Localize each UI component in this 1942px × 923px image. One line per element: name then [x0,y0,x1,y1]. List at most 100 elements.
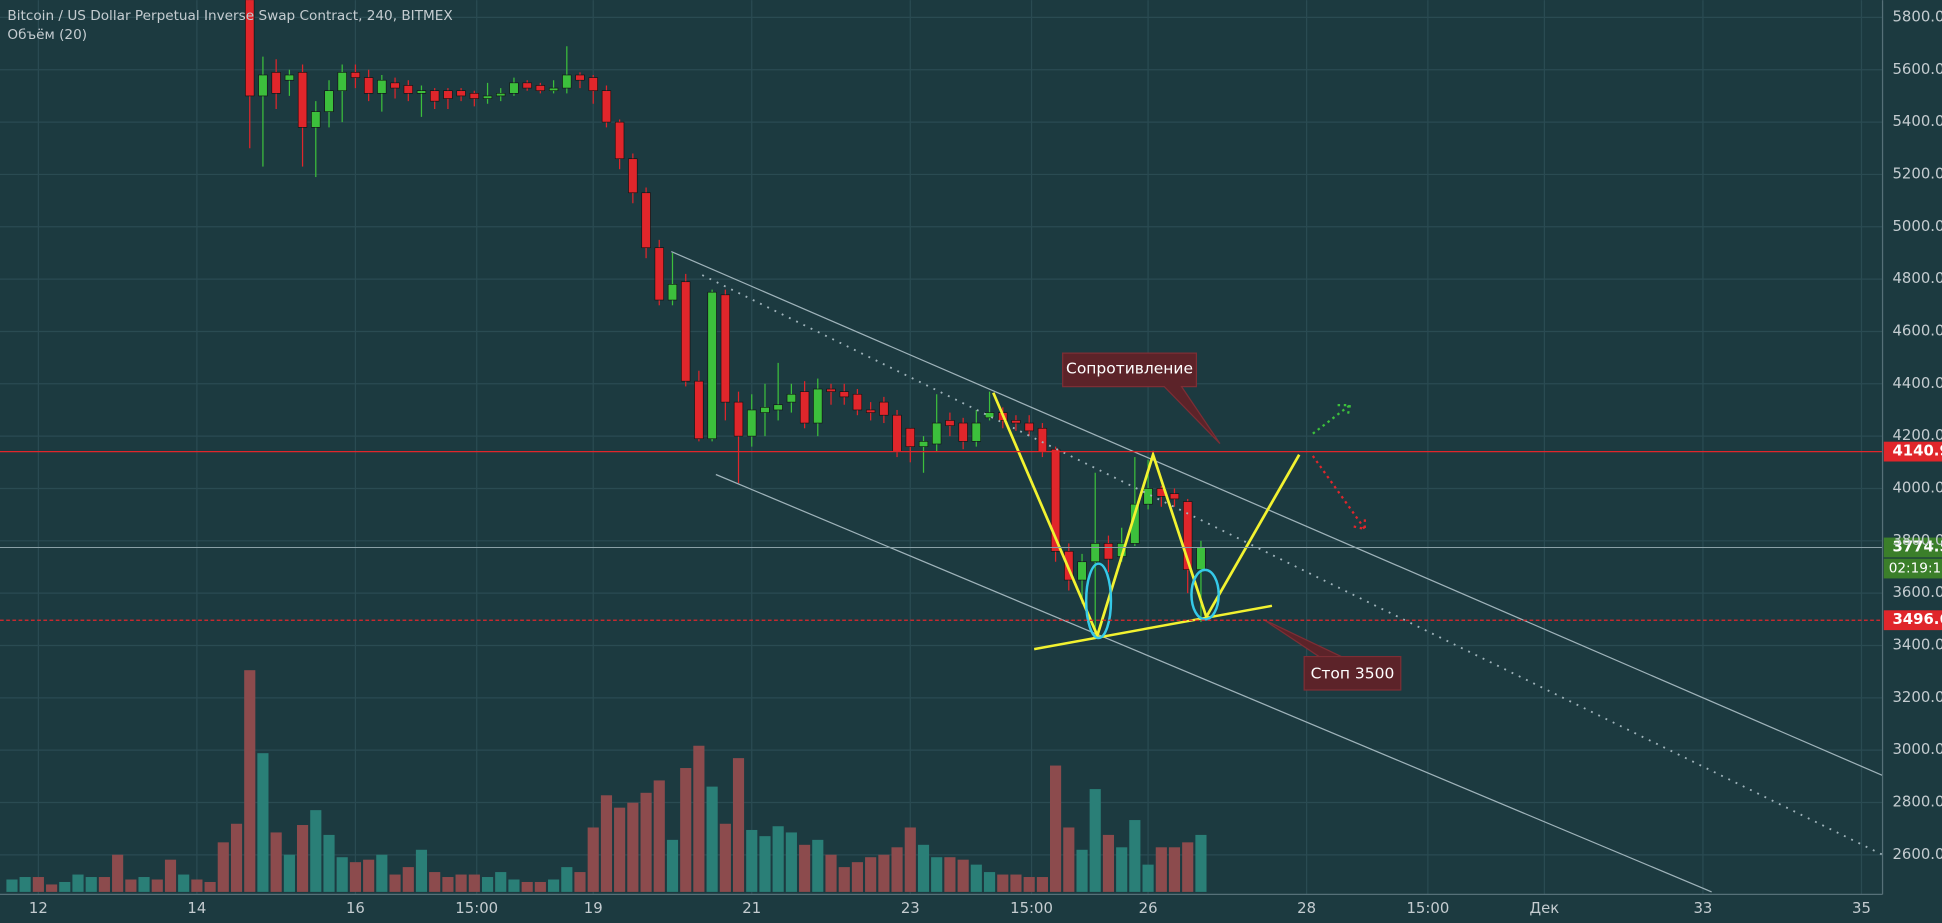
x-tick-label: 14 [187,899,206,917]
volume-bar [6,879,18,892]
candle-body [284,74,295,81]
volume-bar [1142,864,1154,892]
price-label: 4140.9 [1892,442,1942,460]
volume-bar [98,877,110,892]
volume-bar [1010,874,1022,892]
candle-body [984,412,995,419]
candle-body [430,90,440,102]
candle-body [720,294,731,403]
volume-bar [534,881,546,892]
candle-body [575,74,585,81]
candle-body [297,72,308,128]
candle-body [852,393,863,411]
x-tick-label: 21 [742,899,761,917]
volume-bar [931,857,943,892]
y-tick-label: 5200.0 [1892,164,1942,182]
volume-bar [112,854,124,892]
volume-bar [719,823,731,892]
volume-bar [495,872,507,892]
volume-bar [838,867,850,892]
volume-bar [32,877,44,892]
volume-bar [125,879,137,892]
volume-bar [468,874,480,892]
y-tick-label: 3800.0 [1892,531,1942,549]
candle-body [786,393,797,403]
volume-bar [481,877,494,892]
volume-bar [640,792,652,892]
candle-body [245,0,255,97]
drawings [671,251,1883,893]
countdown: 02:19:15 [1889,561,1942,577]
candle-body [509,82,519,94]
volume-bar [851,862,863,892]
volume-bar [1182,842,1194,892]
candle-body [958,422,968,442]
price-label: 3496.6 [1892,610,1942,628]
volume-bar [1050,765,1062,892]
volume-bar [680,768,692,892]
candle-body [681,281,691,382]
x-tick-label: 15:00 [1406,899,1449,917]
candle-body [482,95,493,99]
grid [0,0,1883,895]
volume-bar [310,810,322,892]
volume-bar [970,864,982,892]
candle-body [839,391,849,398]
volume-bar [508,879,520,892]
volume-bar [627,802,639,892]
volume-bar [957,859,969,892]
candle-body [443,90,453,99]
volume-bar [1195,834,1207,892]
candle-body [694,380,704,440]
candle-body [390,82,400,89]
candle-body [628,158,638,194]
candle-body [324,90,334,112]
volume-bar [296,825,309,892]
candle-body [1143,488,1153,505]
volume-bar [891,847,903,892]
y-tick-label: 2600.0 [1892,845,1942,863]
subtitle: Объём (20) [7,27,87,43]
volume-bar [944,857,956,892]
volume-bar [1102,834,1115,892]
candle-body [601,90,612,123]
price-lines: 4140.9 3496.6 3774.5 02:19:15 [0,442,1942,631]
volume-bar [429,872,441,892]
volume-bar [323,834,335,892]
candle-body [879,401,889,416]
candle-body [456,90,466,97]
candle-body [945,420,955,426]
volume-bar [812,839,824,892]
volume-bar [455,874,467,892]
volume-bar [666,839,679,892]
volume-bar [191,879,203,892]
volume-bar [587,827,599,892]
volume-bar [257,753,269,892]
volume-bar [402,867,414,892]
volume-bar [138,877,150,892]
candle-body [733,401,744,437]
y-tick-label: 5600.0 [1892,60,1942,78]
volume-bar [997,874,1009,892]
candle-body [311,111,321,128]
candle-body [747,409,757,437]
candle-body [1011,420,1021,424]
chart-title: Bitcoin / US Dollar Perpetual Inverse Sw… [7,8,452,24]
candle-body [1090,543,1100,563]
volume-bar [1129,820,1141,892]
volume-bar [85,877,97,892]
volume-bar [983,872,996,892]
y-tick-label: 3400.0 [1892,635,1942,653]
volume-bar [363,859,375,892]
channel-lower [715,473,1712,893]
neckline [1033,604,1273,651]
candle-body [866,409,876,413]
candle-body [364,77,374,94]
candle-body [548,87,559,92]
price-label-bg [1883,610,1942,631]
candle-body [707,291,717,440]
price-label-bg [1883,441,1942,462]
volume-bar [151,879,163,892]
volume-bar [336,857,348,892]
